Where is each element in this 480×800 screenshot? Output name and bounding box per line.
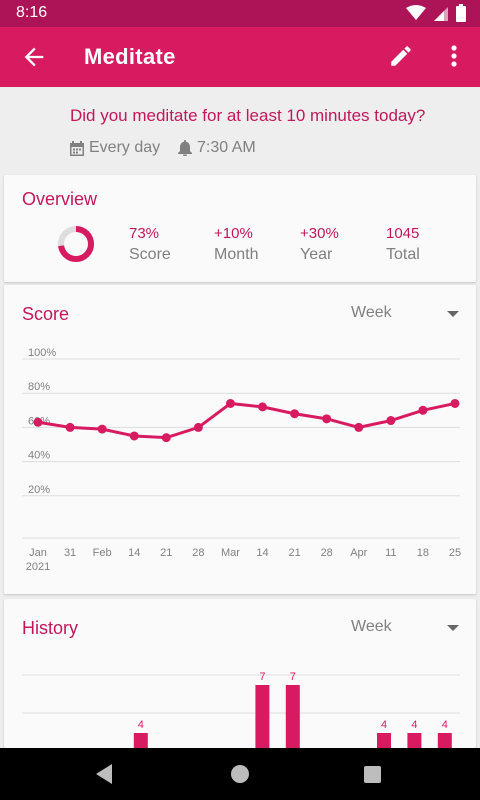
system-nav-bar <box>0 748 480 800</box>
status-bar: 8:16 <box>0 0 480 27</box>
history-bar <box>133 733 148 748</box>
stat-month-value: +10% <box>214 225 253 242</box>
score-ring <box>58 226 94 262</box>
stat-total-label: Total <box>386 246 420 263</box>
score-data-point <box>65 422 75 432</box>
score-y-tick: 100% <box>28 347 56 359</box>
habit-question: Did you meditate for at least 10 minutes… <box>70 106 426 125</box>
status-time: 8:16 <box>16 4 48 21</box>
calendar-icon <box>70 140 84 156</box>
reminder-info: 7:30 AM <box>178 139 256 157</box>
history-period-dropdown[interactable]: Week <box>351 618 461 642</box>
frequency-text: Every day <box>89 139 161 156</box>
score-data-point <box>225 398 235 408</box>
status-icons <box>406 4 466 22</box>
score-data-point <box>354 422 364 432</box>
score-x-tick: Jan <box>29 547 47 559</box>
score-period-dropdown[interactable]: Week <box>351 304 461 328</box>
score-y-tick: 40% <box>28 450 50 462</box>
history-bar-label: 4 <box>138 719 144 731</box>
score-data-point <box>193 422 203 432</box>
stat-score-label: Score <box>129 246 171 263</box>
score-y-tick: 80% <box>28 381 50 393</box>
score-data-point <box>33 417 43 427</box>
history-bar <box>407 733 422 748</box>
score-x-tick: 14 <box>256 547 268 559</box>
score-x-tick: Feb <box>93 547 112 559</box>
history-card: History Week 477444564 <box>4 599 476 748</box>
reminder-time: 7:30 AM <box>197 139 256 156</box>
score-x-tick: Apr <box>350 547 367 559</box>
app-bar: Meditate <box>0 27 480 87</box>
more-options-icon[interactable] <box>444 43 464 69</box>
wifi-icon <box>406 5 426 20</box>
score-x-subtick: 2021 <box>26 561 50 573</box>
battery-icon <box>456 4 466 22</box>
back-arrow-icon[interactable] <box>20 43 48 71</box>
history-bar <box>377 733 391 748</box>
frequency-info: Every day <box>70 139 160 157</box>
dropdown-arrow-icon <box>447 311 459 317</box>
nav-back-icon[interactable] <box>96 764 112 784</box>
cell-signal-icon <box>434 7 448 21</box>
stat-score: 73% Score <box>129 225 171 264</box>
nav-home-icon[interactable] <box>231 765 249 783</box>
score-data-point <box>386 416 396 426</box>
stat-score-value: 73% <box>129 225 160 242</box>
stat-year-value: +30% <box>300 225 339 242</box>
score-data-point <box>161 433 171 443</box>
overview-title: Overview <box>22 189 98 209</box>
score-x-tick: 14 <box>128 547 140 559</box>
history-bar-label: 4 <box>411 719 417 731</box>
score-chart: 100%80%60%40%20%Jan202131Feb142128Mar142… <box>22 347 461 573</box>
score-x-tick: 11 <box>385 547 396 559</box>
score-data-point <box>129 431 139 441</box>
score-period-value: Week <box>351 304 392 321</box>
stat-total: 1045 Total <box>386 225 420 264</box>
stat-month-label: Month <box>214 246 259 263</box>
score-x-tick: 28 <box>321 547 333 559</box>
history-bar <box>285 685 300 748</box>
score-data-point <box>322 414 332 424</box>
score-data-point <box>450 398 460 408</box>
nav-recents-icon[interactable] <box>364 766 381 783</box>
score-x-tick: 31 <box>64 547 76 559</box>
score-data-point <box>290 409 300 419</box>
score-series-line <box>37 401 456 440</box>
history-bar-label: 4 <box>442 719 448 731</box>
habit-header: Did you meditate for at least 10 minutes… <box>0 87 480 172</box>
history-period-value: Week <box>351 618 392 635</box>
bell-icon <box>178 140 192 156</box>
score-x-tick: 28 <box>192 547 204 559</box>
score-x-tick: Mar <box>221 547 240 559</box>
score-data-point <box>97 424 107 434</box>
score-x-tick: 18 <box>417 547 429 559</box>
stat-year-label: Year <box>300 246 333 263</box>
history-title: History <box>22 618 79 638</box>
history-bar <box>437 733 452 748</box>
score-x-tick: 21 <box>160 547 172 559</box>
history-bar-label: 7 <box>259 671 265 683</box>
edit-pencil-icon[interactable] <box>388 43 414 69</box>
score-card: Score Week 100%80%60%40%20%Jan202131Feb1… <box>4 285 476 594</box>
history-bar-label: 7 <box>290 671 296 683</box>
score-data-point <box>258 402 268 412</box>
score-data-point <box>418 405 428 415</box>
score-y-tick: 20% <box>28 484 50 496</box>
history-bar <box>255 685 270 748</box>
score-title: Score <box>22 304 70 324</box>
dropdown-arrow-icon <box>447 625 459 631</box>
score-x-tick: 25 <box>449 547 461 559</box>
stat-month: +10% Month <box>214 225 258 264</box>
stat-year: +30% Year <box>300 225 339 264</box>
stat-total-value: 1045 <box>386 225 420 242</box>
page-title: Meditate <box>84 44 176 69</box>
score-x-tick: 21 <box>288 547 300 559</box>
overview-card: Overview 73% Score +10% Month +30% Year … <box>4 175 476 282</box>
history-chart: 477444564 <box>22 671 460 748</box>
history-bar-label: 4 <box>381 719 387 731</box>
